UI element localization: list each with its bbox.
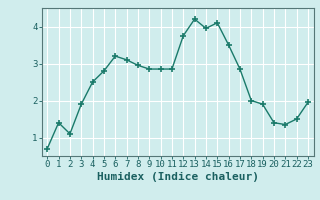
X-axis label: Humidex (Indice chaleur): Humidex (Indice chaleur) (97, 172, 259, 182)
